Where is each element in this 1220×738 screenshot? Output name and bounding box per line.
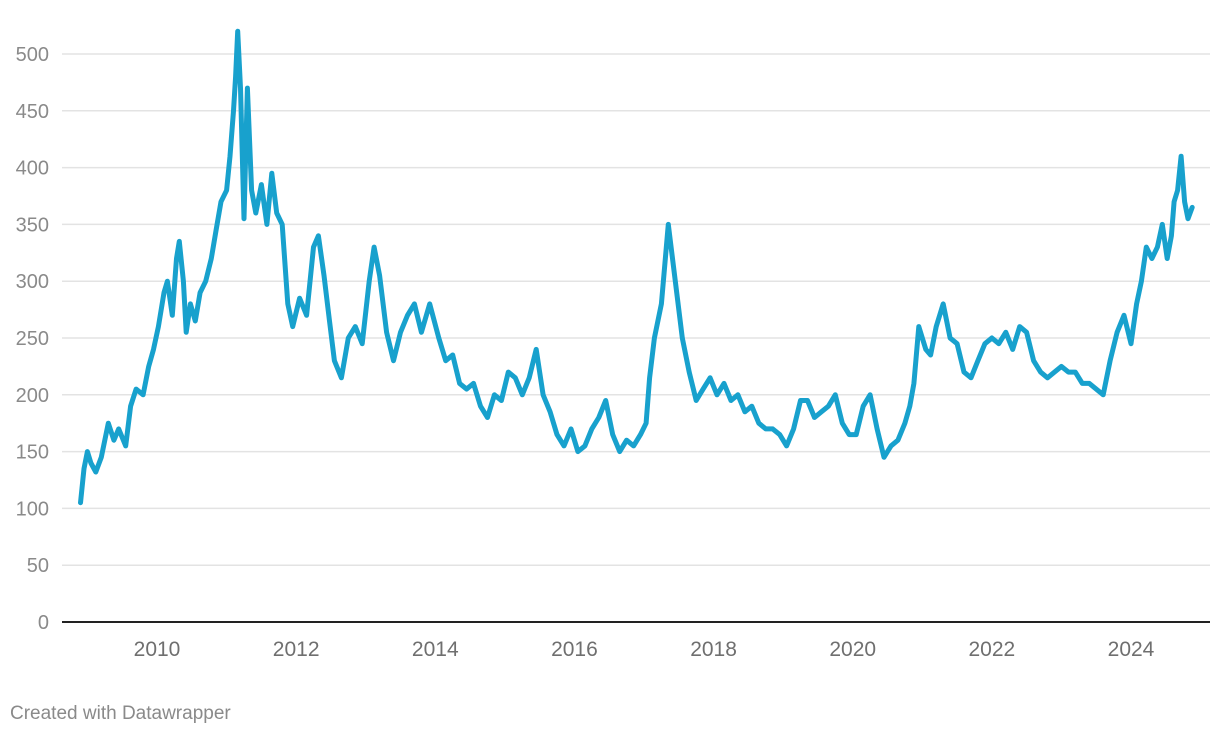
y-tick-label: 500 (16, 44, 49, 66)
x-axis-ticks: 2010 2012 2014 2016 2018 2020 2022 2024 (134, 638, 1155, 661)
y-tick-label: 50 (27, 555, 49, 577)
y-tick-label: 400 (16, 158, 49, 180)
y-axis-ticks: 0 50 100 150 200 250 300 350 400 450 500 (16, 44, 49, 634)
x-tick-label: 2018 (690, 638, 737, 661)
series-line-0 (78, 28, 1195, 506)
y-tick-label: 250 (16, 328, 49, 350)
datawrapper-credit: Created with Datawrapper (10, 703, 231, 724)
series-lines (78, 28, 1195, 506)
x-tick-label: 2022 (968, 638, 1015, 661)
y-tick-label: 300 (16, 271, 49, 293)
y-tick-label: 150 (16, 442, 49, 464)
y-tick-label: 450 (16, 101, 49, 123)
x-tick-label: 2020 (829, 638, 876, 661)
gridlines (62, 53, 1210, 566)
x-tick-label: 2024 (1108, 638, 1155, 661)
y-tick-label: 100 (16, 498, 49, 520)
x-tick-label: 2014 (412, 638, 459, 661)
y-tick-label: 350 (16, 214, 49, 236)
y-tick-label: 0 (38, 612, 49, 634)
y-tick-label: 200 (16, 385, 49, 407)
x-tick-label: 2010 (134, 638, 181, 661)
x-tick-label: 2016 (551, 638, 598, 661)
x-tick-label: 2012 (273, 638, 320, 661)
